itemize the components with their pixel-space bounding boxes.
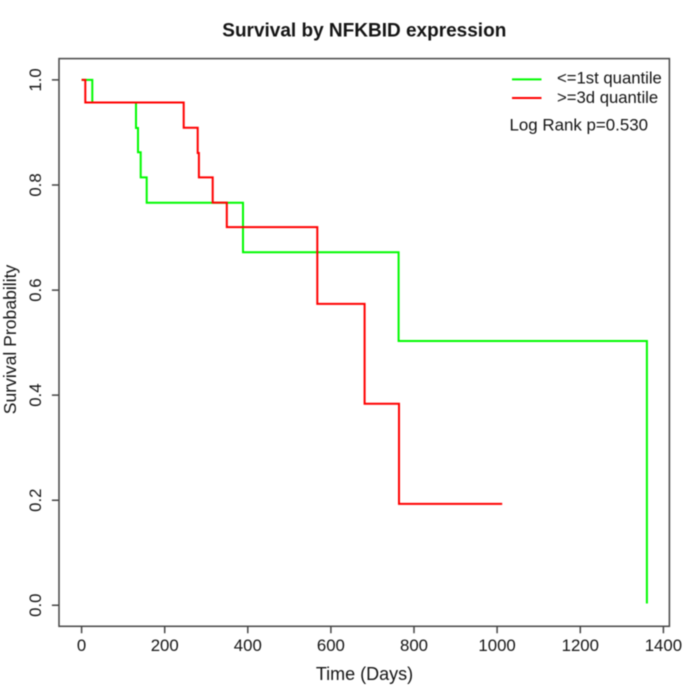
svg-text:1400: 1400 [645, 636, 682, 655]
svg-text:Survival by NFKBID expression: Survival by NFKBID expression [222, 21, 506, 42]
svg-text:1000: 1000 [478, 636, 515, 655]
svg-text:400: 400 [234, 636, 262, 655]
svg-text:0.4: 0.4 [26, 383, 45, 406]
svg-text:0.2: 0.2 [26, 489, 45, 512]
svg-text:200: 200 [151, 636, 179, 655]
svg-text:0.8: 0.8 [26, 173, 45, 196]
svg-text:Time (Days): Time (Days) [316, 664, 413, 684]
svg-text:600: 600 [317, 636, 345, 655]
svg-text:0.6: 0.6 [26, 278, 45, 301]
svg-text:0.0: 0.0 [26, 594, 45, 617]
svg-text:1.0: 1.0 [26, 68, 45, 91]
svg-text:<=1st quantile: <=1st quantile [557, 69, 662, 88]
svg-text:1200: 1200 [562, 636, 599, 655]
svg-text:800: 800 [400, 636, 428, 655]
svg-text:0: 0 [77, 636, 86, 655]
svg-text:Log Rank p=0.530: Log Rank p=0.530 [510, 115, 649, 134]
svg-text:>=3d quantile: >=3d quantile [557, 88, 658, 107]
svg-text:Survival Probability: Survival Probability [0, 264, 20, 414]
